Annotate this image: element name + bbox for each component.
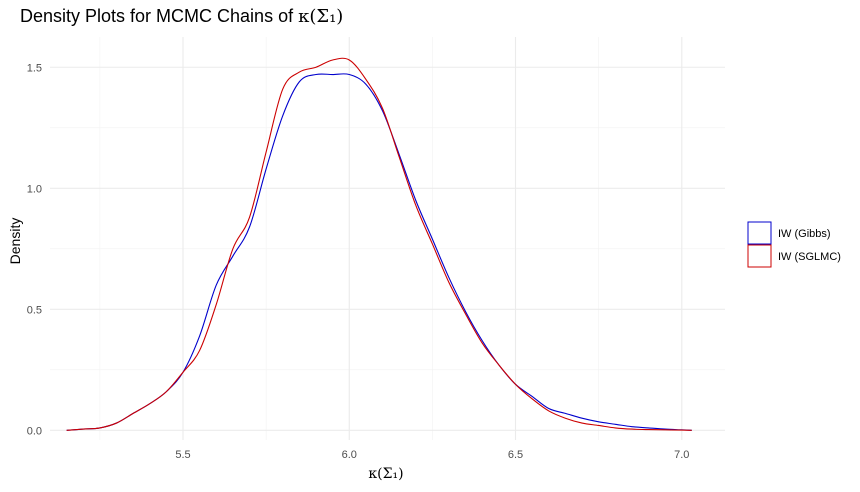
x-tick-label: 7.0 — [674, 449, 689, 461]
chart-title-math: κ(Σ₁) — [298, 6, 344, 27]
series-line-1 — [66, 73, 692, 431]
legend-label-1: IW (Gibbs) — [778, 228, 831, 240]
series-line-2 — [66, 57, 692, 431]
x-tick-label: 6.0 — [342, 449, 357, 461]
grid-major — [50, 37, 725, 440]
x-tick-label: 6.5 — [508, 449, 523, 461]
x-axis-title: κ(Σ₁) — [368, 466, 403, 482]
legend: IW (Gibbs) IW (SGLMC) — [747, 221, 841, 268]
legend-label-2: IW (SGLMC) — [778, 251, 841, 263]
y-tick-label: 0.0 — [27, 425, 42, 437]
y-tick-label: 1.5 — [27, 62, 42, 74]
chart-title-text: Density Plots for MCMC Chains of — [20, 6, 294, 26]
x-tick-labels: 5.5 6.0 6.5 7.0 — [175, 449, 689, 461]
series-layer — [66, 57, 692, 431]
legend-key-2 — [747, 244, 772, 268]
y-tick-label: 1.0 — [27, 183, 42, 195]
grid-minor — [50, 37, 725, 440]
y-axis-title: Density — [7, 218, 23, 265]
legend-key-1 — [747, 221, 772, 245]
x-tick-label: 5.5 — [175, 449, 190, 461]
y-tick-labels: 0.0 0.5 1.0 1.5 — [27, 62, 42, 437]
y-tick-label: 0.5 — [27, 304, 42, 316]
chart-title: Density Plots for MCMC Chains of κ(Σ₁) — [20, 6, 343, 27]
